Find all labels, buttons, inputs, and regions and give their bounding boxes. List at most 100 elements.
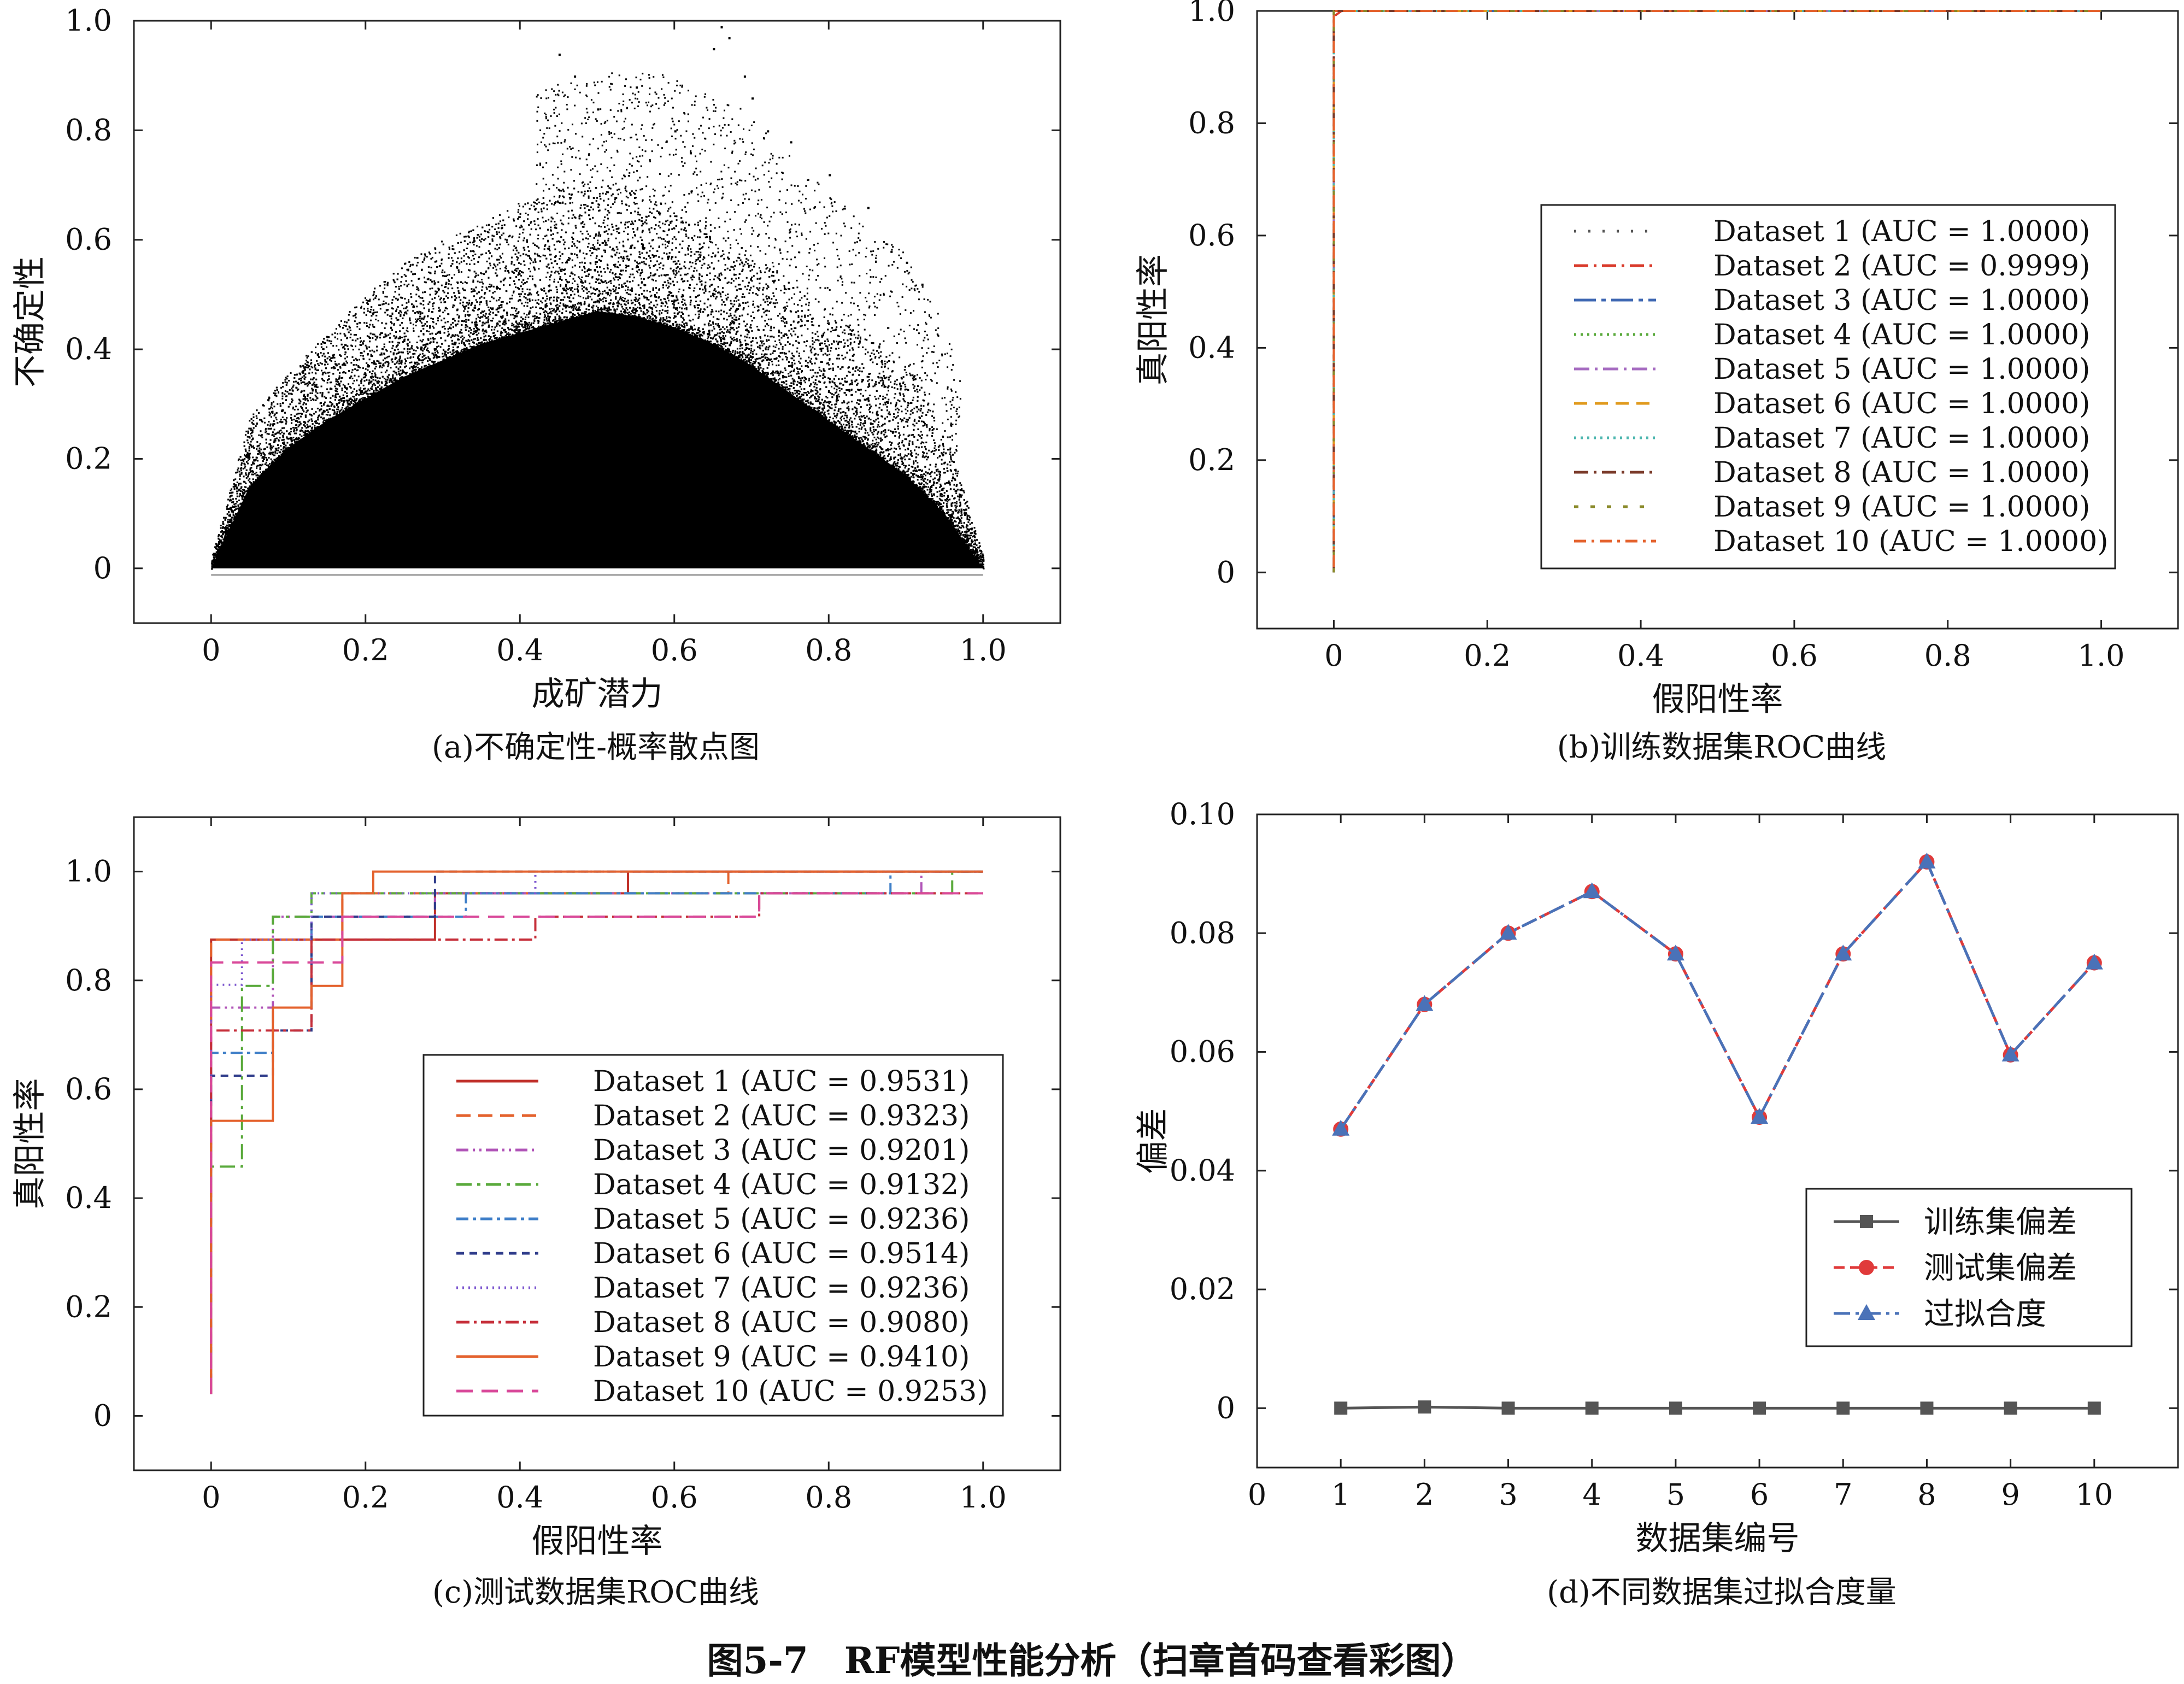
scatter-point: [739, 348, 741, 349]
scatter-point: [260, 467, 261, 468]
scatter-point: [920, 431, 922, 432]
scatter-point: [428, 309, 430, 310]
scatter-point: [757, 295, 759, 296]
scatter-point: [259, 448, 260, 449]
scatter-point: [562, 224, 564, 225]
scatter-point: [440, 346, 442, 348]
scatter-point: [688, 287, 690, 289]
scatter-point: [744, 254, 746, 256]
scatter-point: [278, 391, 279, 393]
scatter-point: [368, 347, 370, 348]
scatter-point: [477, 280, 479, 282]
scatter-point: [461, 342, 462, 344]
scatter-point: [961, 517, 962, 519]
scatter-point: [912, 412, 914, 414]
scatter-point: [316, 360, 318, 362]
scatter-point: [936, 429, 938, 430]
scatter-point: [753, 275, 755, 277]
scatter-point: [859, 371, 861, 372]
scatter-point: [387, 314, 389, 316]
scatter-point: [281, 396, 283, 397]
scatter-point: [709, 273, 711, 274]
scatter-point: [532, 261, 534, 263]
scatter-point: [574, 253, 576, 255]
scatter-point: [449, 247, 450, 248]
scatter-point: [249, 469, 251, 471]
scatter-point: [789, 343, 791, 345]
scatter-point: [579, 296, 581, 297]
scatter-point: [844, 378, 846, 379]
scatter-point: [712, 253, 714, 254]
scatter-point: [837, 366, 839, 368]
scatter-point: [425, 365, 427, 367]
scatter-point: [918, 475, 919, 477]
scatter-point: [801, 305, 802, 307]
scatter-point: [738, 323, 740, 325]
scatter-point: [791, 297, 792, 299]
scatter-point: [550, 221, 552, 222]
scatter-point: [750, 348, 752, 350]
scatter-point: [768, 319, 770, 320]
scatter-point: [683, 304, 684, 306]
scatter-point: [753, 286, 754, 287]
scatter-point: [726, 342, 728, 344]
scatter-point: [632, 237, 633, 238]
scatter-point: [630, 212, 632, 214]
scatter-point: [661, 257, 663, 259]
scatter-point: [468, 330, 469, 332]
scatter-point: [632, 222, 633, 224]
y-tick-label: 1.0: [65, 3, 112, 38]
scatter-point: [522, 324, 524, 325]
scatter-point: [848, 409, 849, 411]
scatter-point: [668, 208, 670, 210]
scatter-point: [772, 280, 774, 282]
scatter-point: [880, 380, 882, 382]
scatter-point: [686, 308, 688, 310]
scatter-point: [872, 361, 873, 363]
scatter-point: [327, 382, 328, 384]
scatter-point: [435, 294, 436, 295]
scatter-point: [450, 284, 452, 285]
scatter-point: [897, 459, 899, 461]
scatter-point: [432, 318, 434, 320]
scatter-point: [550, 229, 551, 231]
scatter-point: [668, 300, 670, 301]
scatter-point: [609, 247, 611, 248]
scatter-point: [330, 343, 332, 344]
scatter-point: [833, 394, 835, 396]
scatter-point: [340, 398, 342, 400]
scatter-point: [330, 418, 332, 419]
scatter-point: [322, 414, 324, 415]
scatter-point: [373, 294, 374, 295]
scatter-point: [746, 277, 748, 279]
scatter-point: [950, 457, 952, 459]
scatter-point: [511, 298, 513, 300]
scatter-point: [513, 249, 514, 251]
scatter-point: [321, 363, 323, 365]
scatter-point: [632, 307, 634, 309]
scatter-point: [788, 330, 790, 332]
scatter-point: [620, 304, 622, 306]
scatter-point: [911, 476, 912, 478]
scatter-point: [668, 282, 670, 284]
scatter-point: [849, 349, 850, 351]
scatter-point: [266, 442, 267, 444]
scatter-point: [454, 274, 455, 275]
scatter-point: [395, 331, 397, 333]
scatter-point: [618, 261, 619, 263]
scatter-point: [615, 238, 617, 239]
scatter-point: [832, 314, 833, 315]
scatter-point: [722, 250, 724, 252]
scatter-point: [742, 280, 744, 282]
scatter-point: [782, 346, 784, 348]
scatter-point: [345, 372, 347, 374]
scatter-point: [265, 428, 267, 430]
scatter-point: [884, 457, 886, 459]
scatter-point: [614, 201, 615, 203]
scatter-point: [236, 490, 238, 492]
scatter-point: [339, 411, 340, 413]
scatter-point: [307, 355, 309, 357]
scatter-point: [292, 445, 294, 447]
scatter-point: [907, 421, 908, 423]
